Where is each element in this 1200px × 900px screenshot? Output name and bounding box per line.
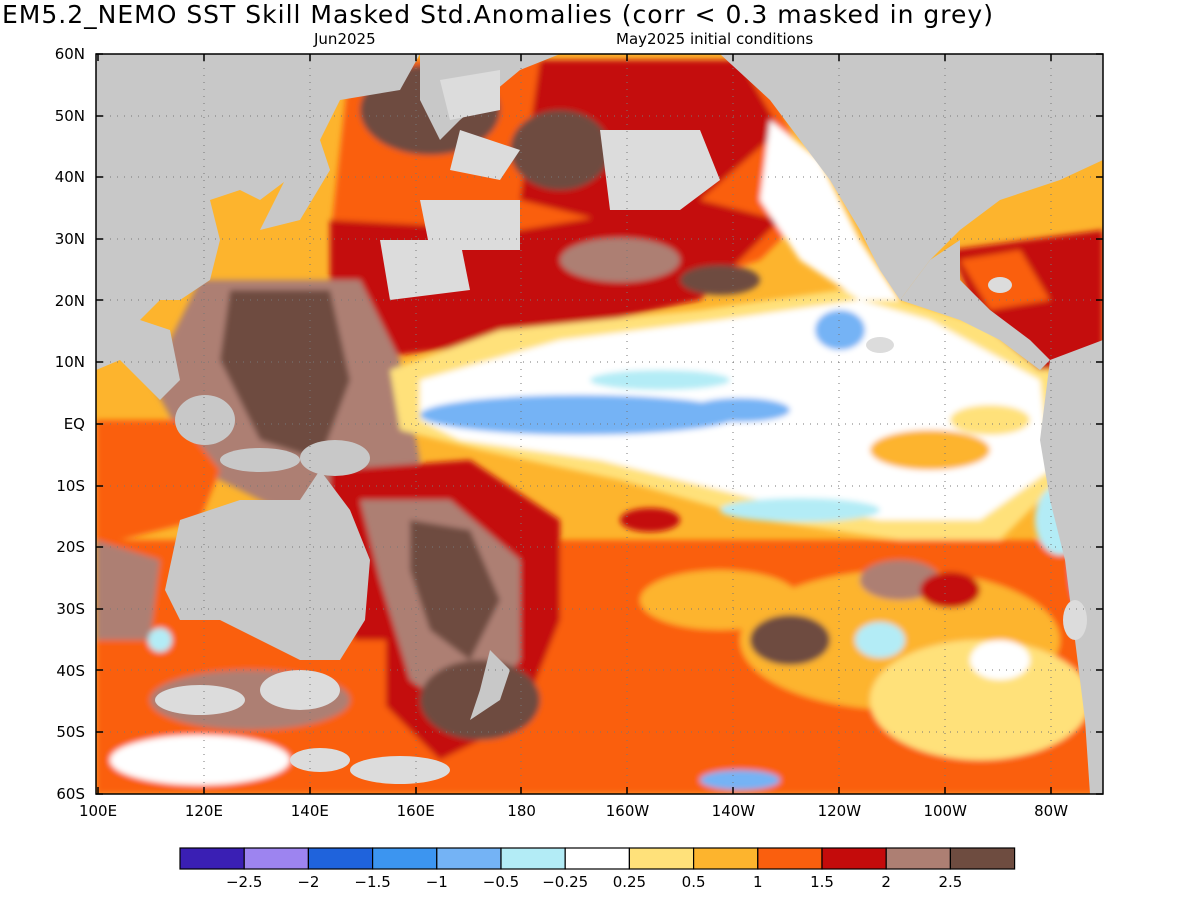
lat-label: 50N [54,106,85,125]
lon-label: 80W [1034,802,1069,820]
lat-label: 30S [56,600,85,619]
colorbar-label: 0.25 [612,873,647,891]
grid-lines [96,54,1103,794]
lon-label: 120W [817,802,862,820]
colorbar-swatch [307,847,374,870]
lat-label: 30N [54,230,85,248]
colorbar-swatch [243,847,309,870]
colorbar-swatch [628,847,695,870]
forecast-month: Jun2025 [314,30,376,48]
lat-label: 10N [54,353,85,372]
colorbar-swatch [949,847,1016,870]
colorbar-swatch [885,847,952,870]
colorbar-label: −0.25 [542,873,589,891]
colorbar-label: −2.5 [225,873,263,891]
lon-label: 140W [711,802,756,820]
colorbar-label: 0.5 [681,873,706,891]
colorbar-label: 1 [753,873,763,891]
colorbar-swatch [692,847,759,870]
colorbar-label: 1.5 [810,873,834,891]
lon-label: 140E [290,802,329,820]
lat-label: EQ [63,415,85,434]
lat-label: 60S [56,785,85,804]
colorbar-label: 2.5 [938,873,963,891]
lat-label: 20S [56,538,85,557]
lat-label: 20N [54,291,85,310]
colorbar-label: −0.5 [482,873,520,891]
lon-label: 120E [184,802,223,820]
colorbar-swatch [436,847,502,870]
colorbar-swatch [179,847,245,870]
lon-label: 100W [923,802,967,820]
colorbar-label: 2 [881,873,891,891]
lat-label: 40N [54,168,85,187]
map-title: EM5.2_NEMO SST Skill Masked Std.Anomalie… [2,0,994,29]
colorbar-swatch [757,847,823,870]
masked-regions [155,70,1087,784]
land-masses [96,54,1103,794]
lon-label: 100E [78,802,118,820]
colorbar-label: −2 [297,873,320,891]
colorbar [179,847,1016,870]
lat-label: 40S [56,661,85,680]
colorbar-label: −1.5 [354,873,391,891]
colorbar-label: −1 [425,873,448,891]
anomaly-field [96,54,1103,794]
lon-label: 160E [396,802,435,820]
lon-label: 160W [605,802,650,820]
colorbar-swatch [564,847,631,870]
colorbar-swatch [500,847,566,870]
colorbar-swatch [372,847,438,870]
lat-label: 10S [56,476,85,495]
lat-label: 60N [54,45,85,63]
initial-conditions: May2025 initial conditions [616,30,814,48]
lon-label: 180 [507,802,536,820]
axis-ticks [96,53,1103,795]
lat-label: 50S [56,723,85,742]
colorbar-swatch [821,847,887,870]
